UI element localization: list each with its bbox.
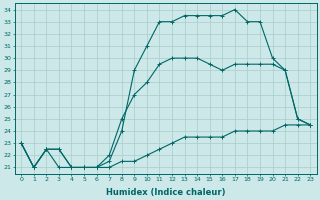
X-axis label: Humidex (Indice chaleur): Humidex (Indice chaleur): [106, 188, 226, 197]
